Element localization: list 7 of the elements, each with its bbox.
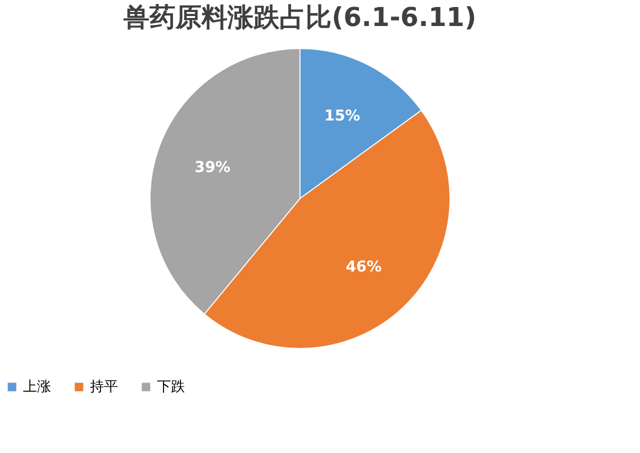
legend-label: 上涨	[23, 379, 51, 395]
data-label: 39%	[194, 158, 230, 176]
legend-label: 持平	[90, 379, 118, 395]
data-label: 46%	[346, 257, 382, 276]
legend-label: 下跌	[157, 379, 185, 395]
data-label: 15%	[324, 106, 360, 125]
chart-title: 兽药原料涨跌占比(6.1-6.11)	[122, 3, 476, 33]
